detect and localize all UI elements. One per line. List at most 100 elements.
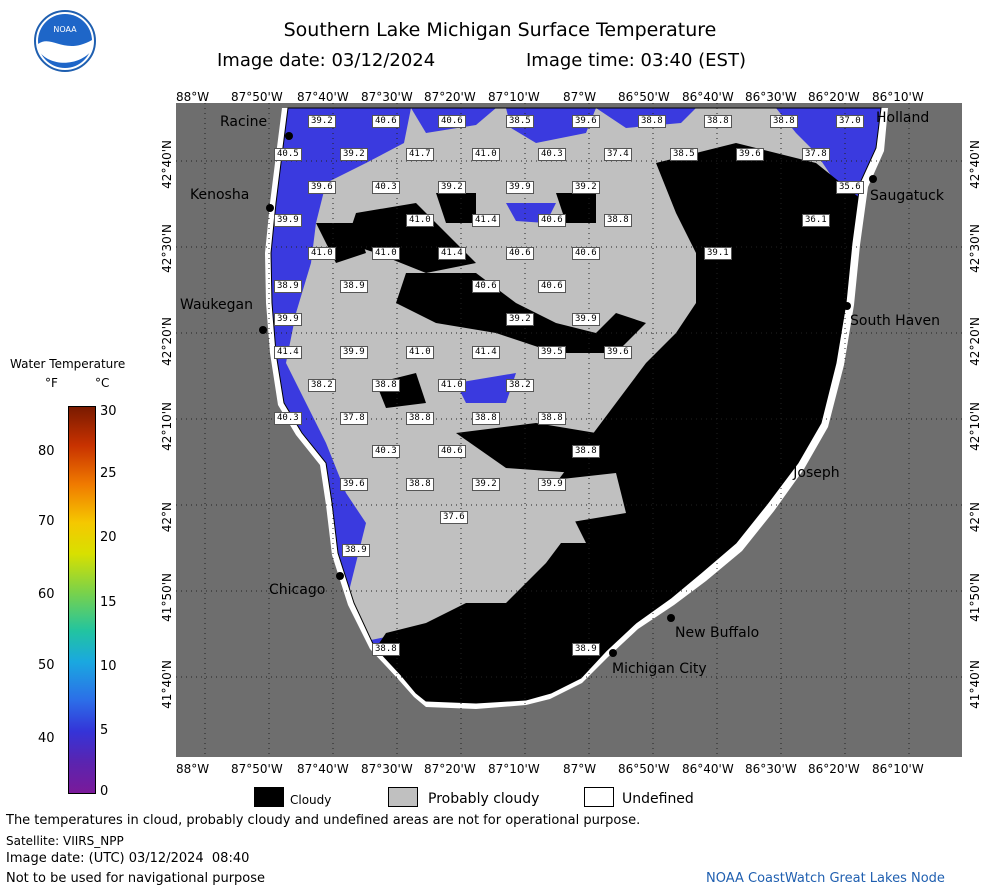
lat-label: 41°50'N (160, 573, 174, 622)
c-tick: 25 (100, 466, 117, 481)
temperature-label: 38.8 (604, 214, 632, 227)
lon-label: 86°50'W (618, 90, 670, 104)
temperature-label: 40.3 (538, 148, 566, 161)
shoreline (270, 107, 882, 704)
city-label: Kenosha (190, 187, 250, 203)
temperature-label: 39.5 (538, 346, 566, 359)
temperature-label: 40.6 (472, 280, 500, 293)
lat-label: 41°40'N (160, 660, 174, 709)
temperature-label: 39.6 (604, 346, 632, 359)
temperature-label: 39.9 (274, 313, 302, 326)
credit: NOAA CoastWatch Great Lakes Node (706, 871, 945, 886)
temperature-label: 41.4 (472, 346, 500, 359)
lon-label: 87°40'W (297, 762, 349, 776)
city-label: Waukegan (180, 297, 253, 313)
map-panel: Racine Kenosha Waukegan Chicago Holland … (176, 103, 962, 757)
f-tick: 70 (38, 514, 55, 529)
lon-label: 87°50'W (231, 90, 283, 104)
temperature-label: 41.0 (308, 247, 336, 260)
temperature-label: 39.9 (572, 313, 600, 326)
temperature-label: 38.9 (342, 544, 370, 557)
temperature-label: 38.9 (274, 280, 302, 293)
lon-label: 86°20'W (808, 762, 860, 776)
temperature-label: 38.2 (308, 379, 336, 392)
temperature-label: 39.6 (308, 181, 336, 194)
lon-label: 86°10'W (872, 762, 924, 776)
lon-label: 86°40'W (682, 90, 734, 104)
temperature-label: 36.1 (802, 214, 830, 227)
temperature-label: 39.2 (472, 478, 500, 491)
temperature-label: 37.8 (340, 412, 368, 425)
nav-warning: Not to be used for navigational purpose (6, 871, 266, 886)
temperature-label: 39.9 (340, 346, 368, 359)
temperature-label: 39.9 (538, 478, 566, 491)
c-tick: 20 (100, 530, 117, 545)
c-tick: 15 (100, 595, 117, 610)
temperature-label: 37.6 (440, 511, 468, 524)
colorbar-unit-f: °F (45, 376, 58, 390)
lon-label: 87°20'W (424, 762, 476, 776)
temperature-label: 38.5 (670, 148, 698, 161)
city-label: Holland (876, 110, 930, 126)
temperature-label: 40.3 (372, 181, 400, 194)
colorbar-unit-c: °C (95, 376, 110, 390)
temperature-label: 38.9 (572, 643, 600, 656)
temperature-label: 41.4 (438, 247, 466, 260)
temperature-label: 38.8 (406, 478, 434, 491)
temperature-label: 38.9 (340, 280, 368, 293)
city-label: St. Joseph (770, 465, 840, 481)
temperature-label: 40.6 (538, 280, 566, 293)
temperature-label: 38.8 (638, 115, 666, 128)
probably-cloudy-swatch (388, 787, 418, 807)
temperature-label: 38.8 (406, 412, 434, 425)
city-label: New Buffalo (675, 625, 760, 641)
temperature-label: 39.9 (506, 181, 534, 194)
f-tick: 80 (38, 444, 55, 459)
noaa-logo: NOAA (34, 10, 96, 72)
probably-cloudy-label: Probably cloudy (428, 791, 540, 807)
city-label: Michigan City (612, 661, 707, 677)
temperature-label: 39.9 (274, 214, 302, 227)
temperature-label: 39.1 (704, 247, 732, 260)
temperature-label: 37.0 (836, 115, 864, 128)
temperature-label: 38.8 (372, 379, 400, 392)
temperature-label: 38.5 (506, 115, 534, 128)
temperature-label: 38.8 (372, 643, 400, 656)
legend: Cloudy Probably cloudy Undefined (254, 787, 714, 809)
temperature-label: 41.0 (406, 346, 434, 359)
city-markers (259, 132, 877, 657)
temperature-label: 39.2 (572, 181, 600, 194)
temperature-label: 39.2 (438, 181, 466, 194)
lat-label: 41°40'N (968, 660, 982, 709)
undefined-swatch (584, 787, 614, 807)
lon-label: 88°W (176, 90, 210, 104)
lon-label: 87°10'W (488, 90, 540, 104)
lon-label: 86°40'W (682, 762, 734, 776)
cloudy-swatch (254, 787, 284, 807)
lon-label: 87°10'W (488, 762, 540, 776)
temperature-label: 40.3 (274, 412, 302, 425)
disclaimer: The temperatures in cloud, probably clou… (6, 813, 641, 828)
temperature-label: 39.2 (506, 313, 534, 326)
utc-date: Image date: (UTC) 03/12/2024 08:40 (6, 851, 250, 866)
temperature-label: 38.8 (770, 115, 798, 128)
temperature-label: 40.3 (372, 445, 400, 458)
satellite: Satellite: VIIRS_NPP (6, 834, 124, 848)
city-label: Chicago (269, 582, 326, 598)
temperature-label: 39.2 (308, 115, 336, 128)
image-time: Image time: 03:40 (EST) (526, 50, 746, 71)
temperature-label: 38.2 (506, 379, 534, 392)
temperature-label: 41.7 (406, 148, 434, 161)
lon-label: 86°20'W (808, 90, 860, 104)
lat-label: 42°20'N (968, 317, 982, 366)
temperature-label: 40.6 (372, 115, 400, 128)
temperature-label: 40.6 (438, 115, 466, 128)
temperature-label: 40.5 (274, 148, 302, 161)
lat-label: 42°30'N (968, 224, 982, 273)
lon-label: 86°30'W (745, 762, 797, 776)
f-tick: 50 (38, 658, 55, 673)
cloudy-label: Cloudy (290, 793, 332, 807)
temperature-label: 41.4 (472, 214, 500, 227)
undefined-label: Undefined (622, 791, 694, 807)
lat-label: 42°40'N (160, 140, 174, 189)
